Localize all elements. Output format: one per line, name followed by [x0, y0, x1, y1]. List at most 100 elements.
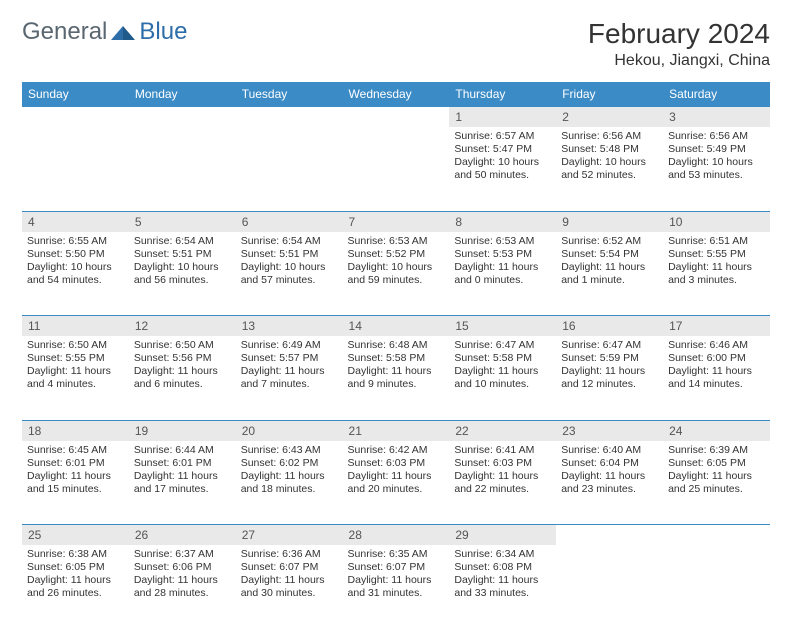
daylight-line: Daylight: 10 hours and 54 minutes.	[27, 261, 124, 287]
sunrise-line: Sunrise: 6:36 AM	[241, 548, 338, 561]
day-cell	[556, 545, 663, 629]
sunrise-line: Sunrise: 6:50 AM	[134, 339, 231, 352]
day-header: Saturday	[663, 82, 770, 107]
sunrise-line: Sunrise: 6:46 AM	[668, 339, 765, 352]
day-number	[22, 107, 129, 128]
sunset-line: Sunset: 5:50 PM	[27, 248, 124, 261]
day-info-row: Sunrise: 6:50 AMSunset: 5:55 PMDaylight:…	[22, 336, 770, 420]
sunrise-line: Sunrise: 6:40 AM	[561, 444, 658, 457]
day-number: 4	[22, 211, 129, 232]
sunrise-line: Sunrise: 6:54 AM	[134, 235, 231, 248]
day-cell: Sunrise: 6:50 AMSunset: 5:55 PMDaylight:…	[22, 336, 129, 420]
day-cell: Sunrise: 6:47 AMSunset: 5:58 PMDaylight:…	[449, 336, 556, 420]
day-cell	[663, 545, 770, 629]
sunrise-line: Sunrise: 6:44 AM	[134, 444, 231, 457]
daylight-line: Daylight: 11 hours and 14 minutes.	[668, 365, 765, 391]
logo-text-blue: Blue	[139, 18, 187, 46]
sunrise-line: Sunrise: 6:38 AM	[27, 548, 124, 561]
title-block: February 2024 Hekou, Jiangxi, China	[588, 18, 770, 70]
day-number-row: 11121314151617	[22, 316, 770, 337]
sunrise-line: Sunrise: 6:35 AM	[348, 548, 445, 561]
day-number: 15	[449, 316, 556, 337]
day-header: Thursday	[449, 82, 556, 107]
sunset-line: Sunset: 5:57 PM	[241, 352, 338, 365]
day-number: 25	[22, 525, 129, 546]
day-cell: Sunrise: 6:45 AMSunset: 6:01 PMDaylight:…	[22, 441, 129, 525]
sunrise-line: Sunrise: 6:42 AM	[348, 444, 445, 457]
sunset-line: Sunset: 6:08 PM	[454, 561, 551, 574]
day-number: 6	[236, 211, 343, 232]
sunset-line: Sunset: 6:05 PM	[668, 457, 765, 470]
daylight-line: Daylight: 11 hours and 9 minutes.	[348, 365, 445, 391]
sunrise-line: Sunrise: 6:47 AM	[561, 339, 658, 352]
day-number-row: 123	[22, 107, 770, 128]
day-cell: Sunrise: 6:34 AMSunset: 6:08 PMDaylight:…	[449, 545, 556, 629]
sunrise-line: Sunrise: 6:45 AM	[27, 444, 124, 457]
day-number: 22	[449, 420, 556, 441]
day-cell: Sunrise: 6:40 AMSunset: 6:04 PMDaylight:…	[556, 441, 663, 525]
day-info-row: Sunrise: 6:38 AMSunset: 6:05 PM Daylight:…	[22, 545, 770, 629]
daylight-line: Daylight: 10 hours and 53 minutes.	[668, 156, 765, 182]
daylight-line: Daylight: 11 hours and 30 minutes.	[241, 574, 338, 600]
daylight-line: Daylight: 11 hours and 15 minutes.	[27, 470, 124, 496]
day-cell: Sunrise: 6:55 AMSunset: 5:50 PMDaylight:…	[22, 232, 129, 316]
daylight-line: Daylight: 11 hours and 12 minutes.	[561, 365, 658, 391]
day-info-row: Sunrise: 6:55 AMSunset: 5:50 PMDaylight:…	[22, 232, 770, 316]
daylight-line: Daylight: 11 hours and 0 minutes.	[454, 261, 551, 287]
logo: General Blue	[22, 18, 187, 46]
day-number	[556, 525, 663, 546]
sunset-line: Sunset: 6:05 PM	[27, 561, 124, 574]
day-info-row: Sunrise: 6:45 AMSunset: 6:01 PMDaylight:…	[22, 441, 770, 525]
day-number	[663, 525, 770, 546]
day-cell: Sunrise: 6:54 AMSunset: 5:51 PMDaylight:…	[129, 232, 236, 316]
sunset-line: Sunset: 5:58 PM	[454, 352, 551, 365]
calendar-table: SundayMondayTuesdayWednesdayThursdayFrid…	[22, 82, 770, 629]
logo-text-general: General	[22, 18, 107, 46]
day-number: 20	[236, 420, 343, 441]
day-cell: Sunrise: 6:38 AMSunset: 6:05 PMDaylight:…	[22, 545, 129, 629]
daylight-line: Daylight: 11 hours and 25 minutes.	[668, 470, 765, 496]
sunset-line: Sunset: 5:59 PM	[561, 352, 658, 365]
day-cell: Sunrise: 6:49 AMSunset: 5:57 PMDaylight:…	[236, 336, 343, 420]
daylight-line: Daylight: 11 hours and 1 minute.	[561, 261, 658, 287]
day-header: Sunday	[22, 82, 129, 107]
sunset-line: Sunset: 6:07 PM	[241, 561, 338, 574]
day-number: 8	[449, 211, 556, 232]
day-number: 11	[22, 316, 129, 337]
day-info-row: Sunrise: 6:57 AMSunset: 5:47 PMDaylight:…	[22, 127, 770, 211]
day-number	[343, 107, 450, 128]
day-cell: Sunrise: 6:51 AMSunset: 5:55 PMDaylight:…	[663, 232, 770, 316]
day-cell: Sunrise: 6:42 AMSunset: 6:03 PMDaylight:…	[343, 441, 450, 525]
day-number: 14	[343, 316, 450, 337]
daylight-line: Daylight: 10 hours and 56 minutes.	[134, 261, 231, 287]
day-number: 19	[129, 420, 236, 441]
day-number: 2	[556, 107, 663, 128]
sunrise-line: Sunrise: 6:47 AM	[454, 339, 551, 352]
day-number-row: 2526272829	[22, 525, 770, 546]
sunset-line: Sunset: 6:04 PM	[561, 457, 658, 470]
sunrise-line: Sunrise: 6:53 AM	[348, 235, 445, 248]
day-cell: Sunrise: 6:54 AMSunset: 5:51 PMDaylight:…	[236, 232, 343, 316]
sunrise-line: Sunrise: 6:43 AM	[241, 444, 338, 457]
day-number: 27	[236, 525, 343, 546]
day-number: 12	[129, 316, 236, 337]
header: General Blue February 2024 Hekou, Jiangx…	[22, 18, 770, 70]
logo-triangle-icon	[109, 22, 137, 42]
day-cell: Sunrise: 6:36 AMSunset: 6:07 PMDaylight:…	[236, 545, 343, 629]
day-cell: Sunrise: 6:46 AMSunset: 6:00 PMDaylight:…	[663, 336, 770, 420]
daylight-line: Daylight: 10 hours and 59 minutes.	[348, 261, 445, 287]
sunset-line: Sunset: 5:52 PM	[348, 248, 445, 261]
day-cell: Sunrise: 6:48 AMSunset: 5:58 PMDaylight:…	[343, 336, 450, 420]
day-cell: Sunrise: 6:56 AMSunset: 5:48 PMDaylight:…	[556, 127, 663, 211]
daylight-line: Daylight: 11 hours and 7 minutes.	[241, 365, 338, 391]
day-number: 1	[449, 107, 556, 128]
day-cell: Sunrise: 6:56 AMSunset: 5:49 PMDaylight:…	[663, 127, 770, 211]
day-number: 21	[343, 420, 450, 441]
sunset-line: Sunset: 5:58 PM	[348, 352, 445, 365]
sunset-line: Sunset: 5:51 PM	[241, 248, 338, 261]
day-number: 10	[663, 211, 770, 232]
day-cell	[129, 127, 236, 211]
sunrise-line: Sunrise: 6:54 AM	[241, 235, 338, 248]
sunrise-line: Sunrise: 6:37 AM	[134, 548, 231, 561]
day-cell: Sunrise: 6:44 AMSunset: 6:01 PMDaylight:…	[129, 441, 236, 525]
